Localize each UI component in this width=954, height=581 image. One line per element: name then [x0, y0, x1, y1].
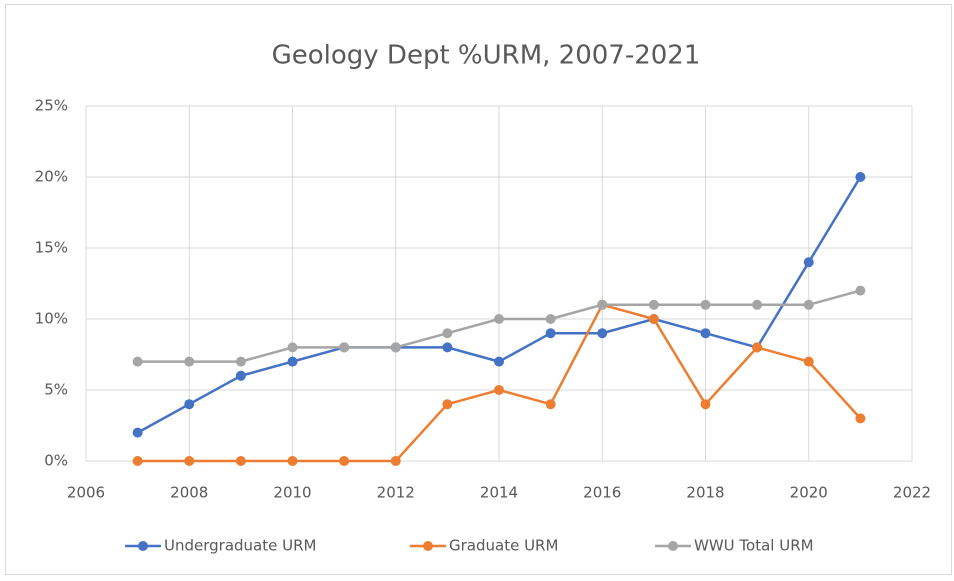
data-point — [390, 456, 401, 466]
x-tick-label: 2018 — [686, 484, 724, 502]
x-tick-label: 2008 — [170, 484, 208, 502]
data-point — [597, 328, 608, 339]
legend-marker — [668, 541, 678, 551]
y-tick-label: 5% — [44, 381, 68, 399]
y-tick-label: 10% — [35, 310, 68, 328]
data-point — [184, 456, 195, 466]
x-tick-label: 2006 — [67, 484, 105, 502]
data-point — [132, 456, 143, 466]
y-tick-label: 25% — [35, 97, 68, 115]
data-point — [803, 299, 814, 310]
x-tick-label: 2022 — [893, 484, 931, 502]
data-point — [494, 314, 504, 324]
legend-marker — [423, 541, 433, 551]
data-point — [494, 385, 504, 395]
x-tick-label: 2012 — [377, 484, 415, 502]
y-tick-label: 20% — [35, 168, 68, 186]
data-point — [803, 257, 814, 268]
data-point — [648, 314, 659, 324]
data-point — [648, 299, 659, 310]
x-tick-label: 2014 — [480, 484, 518, 502]
data-point — [855, 285, 866, 296]
x-tick-label: 2020 — [790, 484, 828, 502]
data-point — [752, 342, 763, 353]
x-tick-label: 2016 — [583, 484, 621, 502]
y-tick-label: 0% — [44, 452, 68, 470]
data-point — [287, 456, 298, 466]
data-point — [339, 342, 350, 353]
data-point — [132, 356, 143, 367]
data-point — [184, 356, 195, 367]
data-point — [855, 172, 866, 182]
data-point — [132, 427, 143, 438]
data-point — [855, 413, 866, 424]
data-point — [494, 356, 504, 367]
legend-label: WWU Total URM — [694, 537, 814, 555]
data-point — [235, 356, 246, 367]
data-point — [442, 342, 453, 353]
data-point — [700, 299, 711, 310]
data-point — [235, 456, 246, 466]
data-point — [803, 356, 814, 367]
data-point — [184, 399, 195, 410]
legend-label: Graduate URM — [449, 537, 558, 555]
data-point — [752, 299, 763, 310]
data-point — [545, 328, 556, 339]
x-tick-label: 2010 — [273, 484, 311, 502]
data-point — [597, 299, 608, 310]
data-point — [700, 328, 711, 339]
legend-marker — [138, 541, 148, 551]
data-point — [339, 456, 350, 466]
y-tick-label: 15% — [35, 239, 68, 257]
data-point — [545, 314, 556, 324]
legend-label: Undergraduate URM — [164, 537, 316, 555]
data-point — [545, 399, 556, 410]
chart-title: Geology Dept %URM, 2007-2021 — [272, 41, 701, 71]
data-point — [442, 328, 453, 339]
data-point — [390, 342, 401, 353]
chart-frame — [5, 4, 952, 575]
data-point — [700, 399, 711, 410]
data-point — [287, 342, 298, 353]
data-point — [235, 370, 246, 381]
data-point — [442, 399, 453, 410]
data-point — [287, 356, 298, 367]
